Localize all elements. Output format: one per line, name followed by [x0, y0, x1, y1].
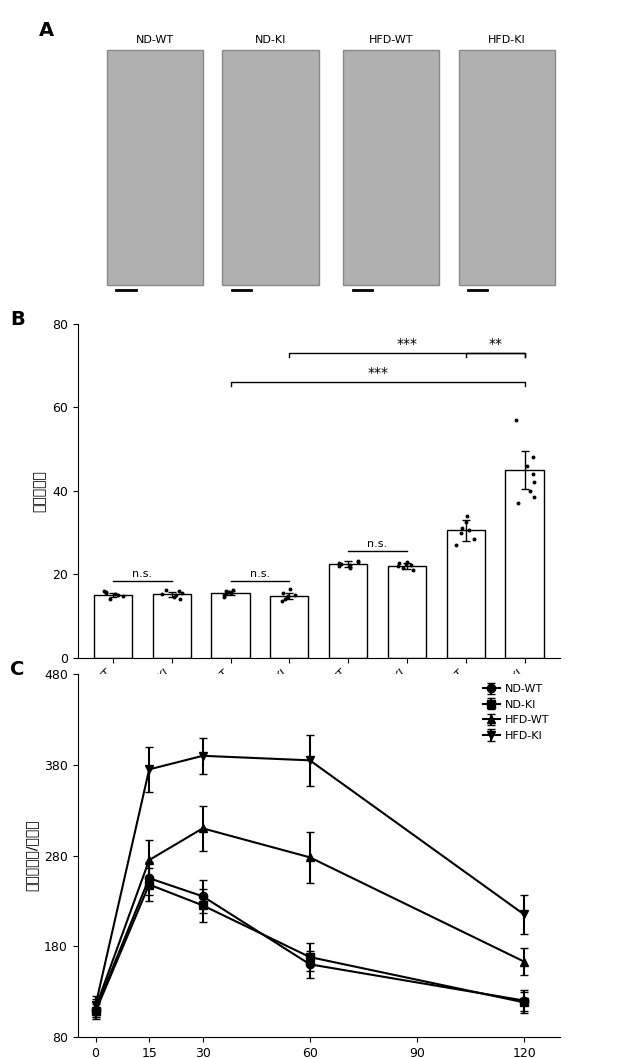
- Point: [221, 586, 231, 603]
- Bar: [211, 594, 249, 658]
- FancyBboxPatch shape: [343, 50, 439, 285]
- Point: [224, 583, 234, 600]
- Bar: [447, 530, 485, 658]
- Legend: ND-WT, ND-KI, HFD-WT, HFD-KI: ND-WT, ND-KI, HFD-WT, HFD-KI: [479, 680, 554, 745]
- Y-axis label: 血糖（毫克/分升）: 血糖（毫克/分升）: [25, 820, 39, 891]
- Text: ***: ***: [396, 336, 417, 351]
- Bar: [94, 596, 132, 658]
- Point: [226, 585, 236, 602]
- Point: [511, 412, 521, 428]
- Point: [457, 519, 466, 536]
- Point: [285, 581, 295, 598]
- FancyBboxPatch shape: [458, 50, 555, 285]
- Point: [337, 555, 346, 572]
- Point: [470, 530, 480, 547]
- Point: [290, 587, 300, 604]
- Point: [529, 474, 539, 491]
- Point: [353, 552, 363, 569]
- Point: [175, 591, 185, 608]
- Point: [394, 558, 404, 574]
- Text: C: C: [10, 660, 25, 678]
- Text: **: **: [488, 336, 502, 351]
- Point: [409, 562, 419, 579]
- Point: [529, 489, 539, 506]
- FancyBboxPatch shape: [107, 50, 203, 285]
- Y-axis label: 体重（克）: 体重（克）: [32, 470, 47, 512]
- Point: [353, 553, 363, 570]
- Bar: [388, 566, 426, 658]
- Point: [333, 558, 343, 574]
- Point: [177, 585, 187, 602]
- Text: B: B: [10, 310, 25, 329]
- Point: [522, 457, 532, 474]
- Point: [101, 585, 111, 602]
- Point: [398, 560, 408, 577]
- Point: [280, 591, 290, 608]
- Point: [113, 587, 123, 604]
- Point: [462, 508, 471, 525]
- Text: 起始体重: 起始体重: [186, 782, 216, 795]
- Text: ND-WT: ND-WT: [136, 36, 174, 45]
- FancyBboxPatch shape: [223, 50, 319, 285]
- Point: [528, 466, 538, 482]
- Point: [174, 583, 184, 600]
- Point: [334, 554, 344, 571]
- Point: [105, 590, 115, 607]
- Point: [401, 555, 411, 572]
- Text: ***: ***: [367, 366, 388, 380]
- Text: n.s.: n.s.: [368, 540, 388, 549]
- Bar: [271, 596, 309, 658]
- Text: n.s.: n.s.: [132, 568, 152, 579]
- Point: [513, 495, 523, 512]
- Point: [529, 449, 539, 466]
- Text: A: A: [39, 21, 54, 40]
- Point: [394, 554, 404, 571]
- Point: [278, 585, 288, 602]
- Point: [345, 560, 355, 577]
- Text: HFD-WT: HFD-WT: [369, 36, 414, 45]
- Point: [345, 557, 355, 573]
- Point: [219, 587, 229, 604]
- Point: [171, 587, 181, 604]
- Text: ND-KI: ND-KI: [255, 36, 286, 45]
- Bar: [329, 564, 367, 658]
- Point: [157, 585, 167, 602]
- Point: [402, 553, 412, 570]
- Point: [110, 585, 120, 602]
- Point: [219, 589, 229, 606]
- Bar: [506, 470, 544, 658]
- Point: [451, 536, 461, 553]
- Point: [456, 524, 466, 541]
- Point: [221, 583, 231, 600]
- Point: [526, 482, 536, 499]
- Point: [406, 557, 416, 573]
- Point: [101, 583, 111, 600]
- Point: [99, 583, 109, 600]
- Point: [464, 522, 474, 539]
- Bar: [153, 595, 191, 658]
- Point: [284, 587, 294, 604]
- Point: [118, 587, 128, 604]
- Point: [461, 514, 471, 531]
- Point: [169, 589, 179, 606]
- Point: [282, 589, 292, 606]
- Point: [228, 582, 238, 599]
- Point: [160, 582, 170, 599]
- Point: [277, 592, 287, 609]
- Text: HFD-KI: HFD-KI: [488, 36, 526, 45]
- Text: 20周后体重: 20周后体重: [416, 782, 462, 795]
- Text: n.s.: n.s.: [250, 568, 270, 579]
